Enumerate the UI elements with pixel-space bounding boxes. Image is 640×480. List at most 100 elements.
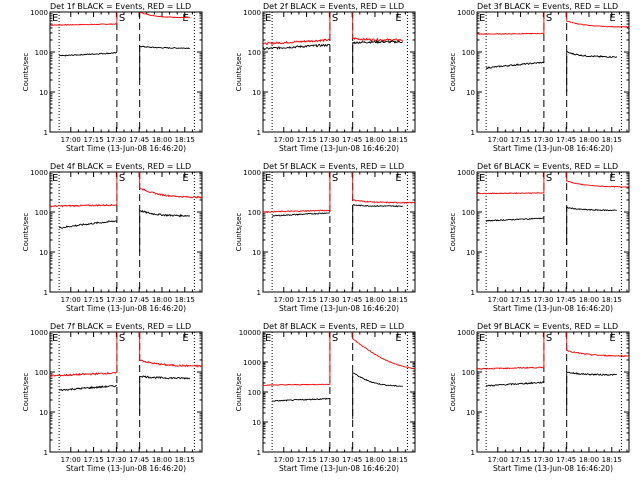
marker-label-exit: E bbox=[609, 173, 615, 184]
panel-title: Det 7f BLACK = Events, RED = LLD bbox=[50, 322, 191, 331]
x-tick-label: 17:30 bbox=[106, 456, 126, 464]
panel-title: Det 4f BLACK = Events, RED = LLD bbox=[50, 162, 191, 171]
x-tick-label: 18:00 bbox=[365, 136, 385, 144]
events-series-line bbox=[139, 375, 191, 415]
y-tick-label: 10 bbox=[252, 89, 261, 97]
x-tick-label: 17:15 bbox=[83, 296, 103, 304]
x-tick-label: 18:15 bbox=[175, 136, 195, 144]
y-tick-label: 1 bbox=[257, 129, 261, 137]
panel-det-7: Det 7f BLACK = Events, RED = LLD 1 10 100 10… bbox=[22, 322, 203, 473]
events-series-line bbox=[263, 43, 331, 51]
y-tick-label: 1 bbox=[44, 449, 48, 457]
plot-frame bbox=[49, 171, 203, 293]
marker-label-exit: E bbox=[609, 13, 615, 24]
x-tick-label: 18:00 bbox=[152, 136, 172, 144]
y-axis-label: Counts/sec bbox=[449, 213, 457, 252]
x-tick-label: 17:45 bbox=[129, 136, 149, 144]
x-tick-label: 18:15 bbox=[175, 296, 195, 304]
lld-series-line bbox=[477, 172, 545, 195]
panel-title: Det 2f BLACK = Events, RED = LLD bbox=[263, 2, 404, 11]
y-tick-label: 10 bbox=[252, 419, 261, 427]
y-tick-label: 10 bbox=[39, 249, 48, 257]
x-tick-label: 17:30 bbox=[319, 296, 339, 304]
marker-label-exit: E bbox=[52, 13, 58, 24]
marker-label-exit: E bbox=[182, 13, 188, 24]
x-tick-label: 18:00 bbox=[152, 296, 172, 304]
events-series-line bbox=[58, 384, 117, 392]
panel-title: Det 8f BLACK = Events, RED = LLD bbox=[263, 322, 404, 331]
x-axis-label: Start Time (13-Jun-08 16:46:20) bbox=[66, 304, 186, 313]
x-tick-label: 17:15 bbox=[83, 136, 103, 144]
y-axis-label: Counts/sec bbox=[22, 53, 30, 92]
marker-label-start: S bbox=[546, 173, 552, 184]
x-tick-label: 18:00 bbox=[365, 456, 385, 464]
y-tick-label: 1000 bbox=[243, 9, 261, 17]
x-tick-label: 18:15 bbox=[175, 456, 195, 464]
x-tick-label: 17:15 bbox=[83, 456, 103, 464]
x-tick-label: 17:15 bbox=[510, 456, 530, 464]
x-tick-label: 17:15 bbox=[296, 296, 316, 304]
lld-series-line bbox=[352, 172, 415, 204]
lld-series-line bbox=[50, 332, 118, 378]
lld-series-line bbox=[139, 332, 202, 368]
y-tick-label: 1000 bbox=[243, 169, 261, 177]
x-tick-label: 17:00 bbox=[488, 296, 508, 304]
x-tick-label: 17:15 bbox=[510, 136, 530, 144]
marker-label-start: S bbox=[332, 13, 338, 24]
y-tick-label: 1 bbox=[257, 289, 261, 297]
marker-label-start: S bbox=[546, 333, 552, 344]
x-tick-label: 17:30 bbox=[533, 456, 553, 464]
events-series-line bbox=[58, 52, 117, 57]
panel-title: Det 3f BLACK = Events, RED = LLD bbox=[477, 2, 618, 11]
x-tick-label: 18:00 bbox=[365, 296, 385, 304]
panel-title: Det 6f BLACK = Events, RED = LLD bbox=[477, 162, 618, 171]
x-tick-label: 17:45 bbox=[129, 456, 149, 464]
x-tick-label: 17:00 bbox=[274, 456, 294, 464]
x-tick-label: 17:45 bbox=[556, 136, 576, 144]
y-tick-label: 1000 bbox=[457, 9, 475, 17]
y-tick-label: 1000 bbox=[30, 329, 48, 337]
plot-frame bbox=[262, 171, 416, 293]
x-tick-label: 17:00 bbox=[274, 136, 294, 144]
x-axis-label: Start Time (13-Jun-08 16:46:20) bbox=[279, 144, 399, 153]
y-tick-label: 10 bbox=[466, 409, 475, 417]
marker-label-exit: E bbox=[395, 333, 401, 344]
lld-series-line bbox=[566, 12, 629, 28]
lld-series-line bbox=[50, 172, 118, 208]
marker-label-exit: E bbox=[609, 333, 615, 344]
panel-title: Det 5f BLACK = Events, RED = LLD bbox=[263, 162, 404, 171]
marker-label-exit: E bbox=[265, 333, 271, 344]
x-tick-label: 17:45 bbox=[129, 296, 149, 304]
marker-label-exit: E bbox=[395, 13, 401, 24]
marker-label-start: S bbox=[546, 13, 552, 24]
x-tick-label: 17:45 bbox=[342, 296, 362, 304]
events-series-line bbox=[352, 39, 404, 73]
plot-frame bbox=[476, 331, 630, 453]
y-axis-label: Counts/sec bbox=[22, 373, 30, 412]
y-tick-label: 10 bbox=[466, 89, 475, 97]
panel-det-1: Det 1f BLACK = Events, RED = LLD 1 10 100 10… bbox=[22, 2, 203, 153]
x-axis-label: Start Time (13-Jun-08 16:46:20) bbox=[493, 304, 613, 313]
lld-series-line bbox=[263, 172, 331, 213]
marker-label-exit: E bbox=[52, 333, 58, 344]
lld-series-line bbox=[352, 12, 403, 42]
x-tick-label: 18:15 bbox=[602, 136, 622, 144]
x-tick-label: 17:00 bbox=[61, 296, 81, 304]
marker-label-start: S bbox=[332, 333, 338, 344]
events-series-line bbox=[485, 381, 545, 387]
x-axis-label: Start Time (13-Jun-08 16:46:20) bbox=[279, 304, 399, 313]
y-axis-label: Counts/sec bbox=[235, 213, 243, 252]
x-tick-label: 17:45 bbox=[342, 456, 362, 464]
x-tick-label: 17:30 bbox=[533, 136, 553, 144]
x-tick-label: 17:15 bbox=[296, 456, 316, 464]
plot-frame bbox=[476, 11, 630, 133]
panel-det-4: Det 4f BLACK = Events, RED = LLD 1 10 100 10… bbox=[22, 162, 203, 313]
marker-label-exit: E bbox=[182, 333, 188, 344]
lld-series-line bbox=[263, 12, 331, 46]
plot-frame bbox=[49, 331, 203, 453]
y-tick-label: 1000 bbox=[457, 329, 475, 337]
y-tick-label: 100 bbox=[462, 209, 475, 217]
events-series-line bbox=[566, 206, 618, 245]
panel-det-8: Det 8f BLACK = Events, RED = LLD 1 10 100 10… bbox=[235, 322, 416, 473]
